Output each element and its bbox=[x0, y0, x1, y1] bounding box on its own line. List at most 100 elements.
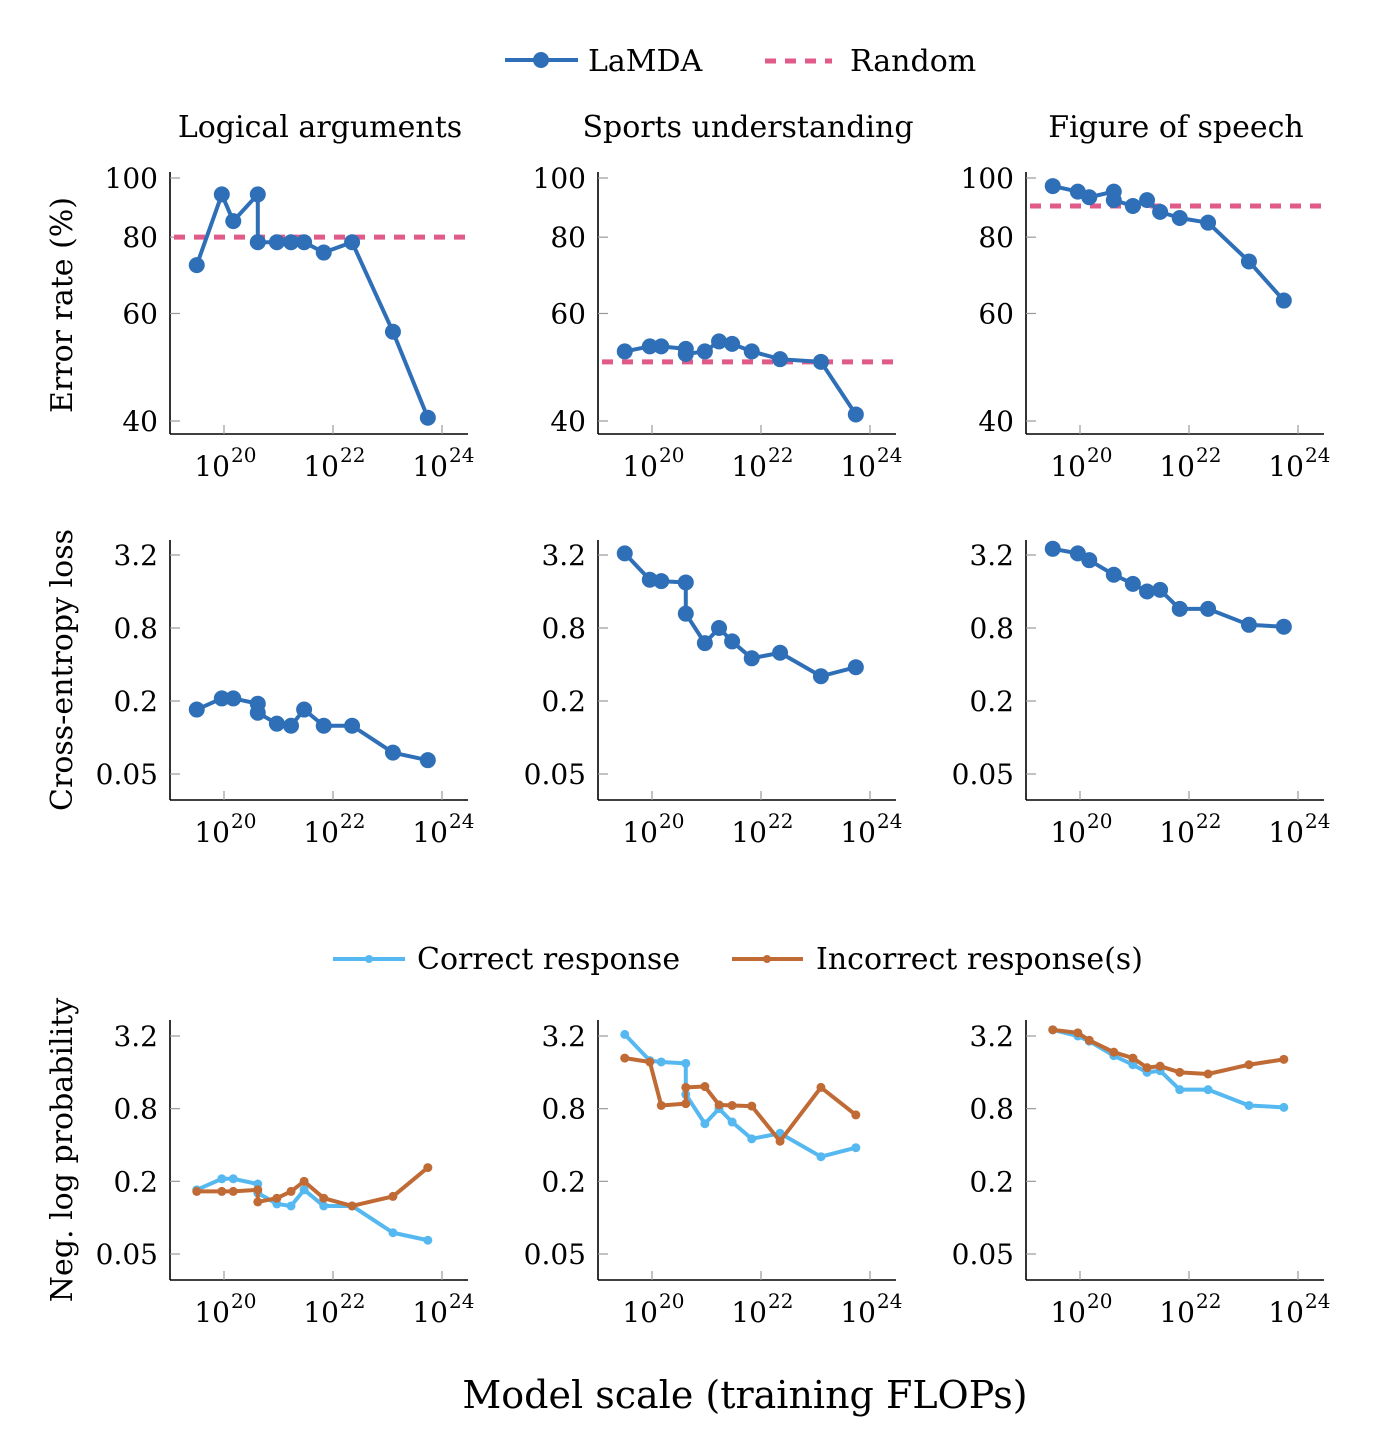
x-tick-exponent: 20 bbox=[231, 1289, 256, 1313]
legend-marker-correct bbox=[365, 955, 373, 963]
data-point bbox=[700, 1082, 710, 1092]
x-tick-exponent: 22 bbox=[340, 443, 365, 467]
xlabel: Model scale (training FLOPs) bbox=[462, 1373, 1027, 1417]
data-point bbox=[620, 1029, 630, 1039]
data-point bbox=[1240, 253, 1257, 270]
data-point bbox=[1124, 575, 1141, 592]
data-point bbox=[1200, 214, 1217, 231]
y-tick-label: 3.2 bbox=[113, 539, 158, 572]
data-point bbox=[388, 1191, 398, 1201]
data-point bbox=[711, 620, 728, 636]
data-point bbox=[249, 234, 266, 251]
data-point bbox=[1279, 1102, 1289, 1112]
y-tick-label: 0.2 bbox=[541, 685, 586, 718]
legend-label-correct: Correct response bbox=[417, 942, 680, 977]
x-tick-exponent: 20 bbox=[231, 809, 256, 833]
data-point bbox=[1044, 540, 1061, 557]
data-point bbox=[772, 351, 789, 368]
data-point bbox=[1081, 189, 1098, 206]
data-point bbox=[1171, 600, 1188, 617]
data-point bbox=[696, 635, 713, 652]
data-point bbox=[296, 234, 313, 251]
x-tick-label: 10 bbox=[1268, 450, 1304, 483]
x-tick-label: 10 bbox=[1050, 816, 1086, 849]
data-point bbox=[1105, 192, 1122, 209]
legend-bottom: Correct response Incorrect response(s) bbox=[333, 942, 1143, 977]
y-tick-label: 0.8 bbox=[113, 1093, 158, 1126]
data-point bbox=[1048, 1025, 1058, 1035]
data-point bbox=[249, 186, 266, 203]
data-point bbox=[747, 1101, 757, 1111]
y-tick-label: 60 bbox=[550, 297, 586, 330]
x-tick-exponent: 24 bbox=[1305, 1289, 1330, 1313]
data-point bbox=[217, 1174, 227, 1184]
y-tick-label: 0.05 bbox=[952, 758, 1014, 791]
data-point bbox=[419, 409, 436, 426]
data-point bbox=[653, 573, 670, 590]
legend-marker-lamda bbox=[533, 52, 549, 68]
x-tick-label: 10 bbox=[194, 1296, 230, 1329]
data-point bbox=[1128, 1053, 1138, 1063]
x-tick-label: 10 bbox=[303, 816, 339, 849]
data-point bbox=[225, 690, 242, 707]
x-tick-exponent: 24 bbox=[1305, 809, 1330, 833]
panel-r2-c1: 0.050.20.83.210 20 10 22 10 24 bbox=[524, 1020, 902, 1329]
x-tick-label: 10 bbox=[1050, 1296, 1086, 1329]
data-point bbox=[268, 715, 285, 732]
data-point bbox=[847, 659, 864, 676]
data-point bbox=[1155, 1061, 1165, 1071]
panel-r2-c0: 0.050.20.83.210 20 10 22 10 24 bbox=[96, 1020, 474, 1329]
data-point bbox=[384, 744, 401, 761]
data-point bbox=[812, 668, 829, 685]
data-point bbox=[812, 353, 829, 370]
y-tick-label: 80 bbox=[550, 221, 586, 254]
data-point bbox=[228, 1174, 238, 1184]
x-tick-label: 10 bbox=[412, 1296, 448, 1329]
data-point bbox=[319, 1193, 329, 1203]
series-line-incorrect-response-s- bbox=[624, 1056, 858, 1144]
x-tick-label: 10 bbox=[1159, 816, 1195, 849]
x-tick-label: 10 bbox=[194, 450, 230, 483]
data-point bbox=[816, 1082, 826, 1092]
y-tick-label: 0.2 bbox=[113, 685, 158, 718]
x-tick-label: 10 bbox=[412, 816, 448, 849]
data-point bbox=[1109, 1047, 1119, 1057]
data-point bbox=[641, 338, 658, 355]
legend-item-correct: Correct response bbox=[333, 942, 680, 977]
data-point bbox=[743, 343, 760, 360]
data-point bbox=[384, 323, 401, 340]
data-point bbox=[344, 234, 361, 251]
x-tick-exponent: 24 bbox=[877, 809, 902, 833]
data-point bbox=[711, 333, 728, 350]
y-tick-label: 0.2 bbox=[969, 685, 1014, 718]
x-tick-exponent: 20 bbox=[659, 809, 684, 833]
x-tick-exponent: 20 bbox=[659, 1289, 684, 1313]
data-point bbox=[847, 406, 864, 423]
data-point bbox=[645, 1057, 655, 1067]
y-tick-label: 60 bbox=[978, 297, 1014, 330]
data-point bbox=[1142, 1063, 1152, 1073]
data-point bbox=[347, 1201, 357, 1211]
data-point bbox=[315, 244, 332, 261]
legend-item-lamda: LaMDA bbox=[505, 44, 703, 79]
data-point bbox=[681, 1058, 691, 1068]
x-tick-exponent: 20 bbox=[1087, 1289, 1112, 1313]
x-tick-exponent: 20 bbox=[231, 443, 256, 467]
y-tick-label: 100 bbox=[961, 162, 1014, 195]
y-tick-label: 100 bbox=[533, 162, 586, 195]
panel-r1-c0: 0.050.20.83.210 20 10 22 10 24 bbox=[96, 539, 475, 849]
x-tick-exponent: 24 bbox=[449, 809, 474, 833]
x-tick-label: 10 bbox=[731, 1296, 767, 1329]
x-tick-label: 10 bbox=[840, 1296, 876, 1329]
data-point bbox=[286, 1201, 296, 1211]
data-point bbox=[217, 1186, 227, 1196]
data-point bbox=[299, 1176, 309, 1186]
data-point bbox=[1081, 552, 1098, 569]
y-tick-label: 0.8 bbox=[541, 612, 586, 645]
x-tick-exponent: 22 bbox=[340, 1289, 365, 1313]
data-point bbox=[1200, 600, 1217, 617]
data-point bbox=[653, 338, 670, 355]
legend-label-incorrect: Incorrect response(s) bbox=[816, 942, 1143, 977]
y-tick-label: 0.8 bbox=[969, 1093, 1014, 1126]
